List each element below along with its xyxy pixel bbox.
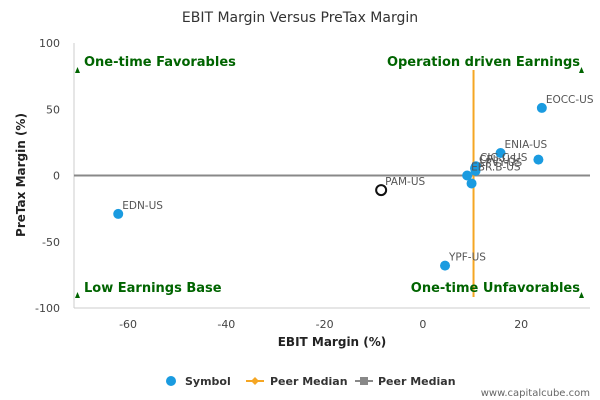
quadrant-label-bottom-left: Low Earnings Base: [84, 281, 222, 296]
data-point: [440, 260, 451, 271]
chart-title: EBIT Margin Versus PreTax Margin: [182, 10, 418, 26]
top-left-triangle-icon: [75, 67, 80, 73]
data-point: [466, 178, 477, 189]
x-axis-title: EBIT Margin (%): [278, 335, 387, 349]
x-tick-label: -40: [217, 318, 235, 331]
data-point-label: ENIA-US: [505, 139, 548, 151]
y-tick-label: 0: [53, 170, 60, 183]
quadrant-label-top-left: One-time Favorables: [84, 55, 236, 70]
bottom-left-triangle-icon: [75, 292, 80, 298]
y-tick-label: 100: [39, 37, 60, 50]
data-point-label: EBR.B-US: [471, 162, 521, 174]
x-tick-labels: -60 -40 -20 0 20: [119, 318, 528, 331]
legend-peer-median-label-1: Peer Median: [270, 375, 348, 388]
data-point-highlight: [375, 184, 388, 197]
data-point: [536, 102, 547, 113]
quadrant-label-bottom-right: One-time Unfavorables: [411, 281, 580, 296]
x-tick-label: 20: [514, 318, 528, 331]
data-point-label: YPF-US: [448, 252, 486, 264]
x-tick-label: 0: [419, 318, 426, 331]
legend-symbol-dot-icon: [166, 376, 176, 386]
data-point-label: PAM-US: [385, 176, 425, 188]
legend-peer-median-label-2: Peer Median: [378, 375, 456, 388]
data-point: [470, 165, 481, 176]
y-tick-labels: 100 50 0 -50 -100: [35, 37, 60, 315]
x-tick-label: -60: [119, 318, 137, 331]
data-point: [462, 170, 473, 181]
data-point-label: LPVY-US: [479, 157, 522, 169]
legend-peer-median-square-icon: [360, 377, 368, 385]
data-point: [113, 208, 124, 219]
watermark: www.capitalcube.com: [481, 388, 590, 399]
legend-peer-median-diamond-icon: [251, 377, 259, 385]
quadrant-label-top-right: Operation driven Earnings: [387, 55, 580, 70]
y-tick-label: -100: [35, 302, 60, 315]
x-tick-label: -20: [316, 318, 334, 331]
data-point-label: CPL-US: [479, 154, 517, 166]
data-point: [533, 154, 544, 165]
bottom-right-triangle-icon: [579, 292, 584, 298]
data-point-label: EDN-US: [122, 200, 163, 212]
y-tick-label: -50: [42, 236, 60, 249]
y-tick-label: 50: [46, 103, 60, 116]
data-point-label: CIG.C-US: [480, 152, 528, 164]
legend-symbol-label: Symbol: [185, 375, 231, 388]
data-points: [113, 102, 547, 271]
data-point: [495, 147, 506, 158]
top-right-triangle-icon: [579, 67, 584, 73]
legend: Symbol Peer Median Peer Median: [166, 375, 456, 388]
data-point-label: EOCC-US: [546, 94, 594, 106]
point-labels: EOCC-US ENIA-USCIG.C-USCPL-USLPVY-USEBR.B…: [122, 94, 594, 264]
y-axis-title: PreTax Margin (%): [14, 113, 28, 237]
